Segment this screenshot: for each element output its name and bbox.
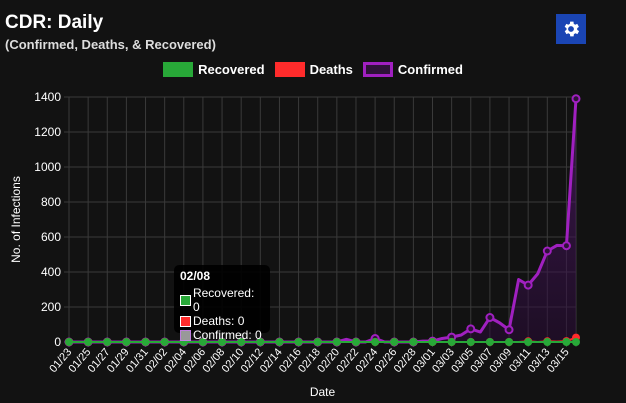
legend-item-confirmed[interactable]: Confirmed — [362, 62, 463, 77]
recovered-point — [198, 338, 207, 346]
recovered-point — [543, 338, 552, 346]
y-tick-label: 400 — [41, 265, 61, 279]
recovered-point — [84, 338, 93, 346]
recovered-point — [572, 338, 580, 346]
recovered-point — [141, 338, 150, 346]
y-tick-label: 600 — [41, 230, 61, 244]
recovered-point — [294, 338, 303, 346]
legend-label: Recovered — [198, 62, 265, 77]
recovered-point — [371, 338, 380, 346]
legend-item-deaths[interactable]: Deaths — [274, 62, 353, 77]
x-tick-label: 03/15 — [545, 346, 572, 375]
y-tick-label: 1200 — [34, 125, 61, 139]
recovered-point — [313, 338, 322, 346]
y-tick-label: 1400 — [34, 90, 61, 104]
tooltip-row: Confirmed: 0 — [180, 328, 264, 342]
y-axis-label: No. of Infections — [9, 176, 23, 263]
tooltip-title: 02/08 — [180, 269, 211, 283]
y-tick-label: 200 — [41, 300, 61, 314]
confirmed-point — [542, 246, 552, 256]
confirmed-point — [466, 324, 476, 334]
recovered-point — [447, 338, 456, 346]
tooltip-row: Recovered: 0 — [180, 286, 264, 314]
tooltip-text: Deaths: 0 — [193, 314, 245, 328]
recovered-point — [122, 338, 131, 346]
x-tick-label: 03/09 — [487, 346, 514, 375]
confirmed-point — [504, 325, 514, 335]
legend-swatch — [274, 62, 305, 77]
x-axis-label: Date — [310, 385, 336, 399]
legend-label: Confirmed — [397, 62, 463, 77]
legend-item-recovered[interactable]: Recovered — [163, 62, 265, 77]
confirmed-point — [561, 241, 571, 251]
recovered-point — [351, 338, 360, 346]
recovered-point — [505, 338, 514, 346]
tooltip-row: Deaths: 0 — [180, 314, 264, 328]
confirmed-area — [69, 98, 576, 342]
tooltip-text: Confirmed: 0 — [193, 328, 262, 342]
y-tick-label: 0 — [54, 335, 61, 349]
recovered-point — [218, 338, 227, 346]
chart-subtitle: (Confirmed, Deaths, & Recovered) — [5, 37, 216, 52]
confirmed-point — [571, 94, 581, 104]
recovered-point — [65, 338, 73, 346]
tooltip: 02/08 Recovered: 0 Deaths: 0 Confirmed: … — [174, 265, 270, 342]
settings-button[interactable] — [556, 14, 586, 44]
recovered-point — [103, 338, 112, 346]
confirmed-point — [485, 313, 495, 322]
y-tick-label: 1000 — [34, 160, 61, 174]
legend-swatch — [163, 62, 194, 77]
chart-title: CDR: Daily — [5, 12, 104, 33]
recovered-point — [275, 338, 284, 346]
recovered-point — [160, 338, 169, 346]
recovered-point — [332, 338, 341, 346]
recovered-point — [409, 338, 418, 346]
confirmed-point — [523, 280, 533, 290]
recovered-point — [428, 338, 437, 346]
recovered-point — [524, 338, 533, 346]
tooltip-text: Recovered: 0 — [192, 286, 255, 314]
recovered-point — [237, 338, 246, 346]
y-tick-label: 800 — [41, 195, 61, 209]
legend-label: Deaths — [309, 62, 353, 77]
recovered-point — [390, 338, 399, 346]
recovered-point — [466, 338, 475, 346]
gear-icon — [564, 21, 580, 37]
recovered-point — [256, 338, 265, 346]
recovered-point — [485, 338, 494, 346]
chart-legend: Recovered Deaths Confirmed — [0, 62, 626, 77]
legend-swatch — [362, 62, 393, 77]
recovered-point — [562, 338, 571, 346]
